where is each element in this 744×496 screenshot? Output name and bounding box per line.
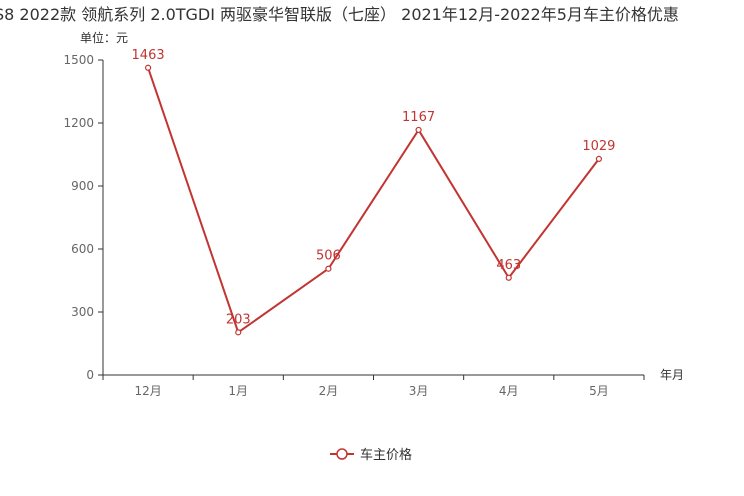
data-label: 1463 (132, 48, 165, 63)
data-point[interactable] (144, 64, 152, 71)
legend-circle-icon (336, 448, 348, 460)
x-tick-label: 4月 (499, 384, 519, 398)
x-tick-label: 1月 (228, 384, 248, 398)
x-tick-label: 2月 (319, 384, 339, 398)
unit-label: 单位：元 (80, 30, 128, 45)
series-line (147, 67, 600, 334)
x-tick-label: 12月 (134, 384, 161, 398)
data-point[interactable] (505, 274, 512, 281)
series-layer: 1463 203 506 1167 463 1029 (132, 48, 615, 336)
x-axis-title: 年月 (660, 368, 684, 382)
data-label: 463 (496, 258, 521, 273)
data-point[interactable] (595, 155, 603, 163)
data-point[interactable] (325, 265, 332, 272)
y-tick-label: 1200 (63, 116, 94, 130)
y-tick-label: 900 (71, 179, 94, 193)
y-tick-label: 0 (86, 368, 94, 382)
data-label: 1029 (582, 139, 615, 154)
legend-label-series: 车主价格 (360, 447, 412, 463)
chart-title: S8 2022款 领航系列 2.0TGDI 两驱豪华智联版（七座） 2021年1… (0, 5, 679, 24)
legend[interactable]: 车主价格 (330, 447, 412, 463)
y-axis: 0 300 600 900 1200 1500 (63, 53, 104, 382)
x-axis: 12月 1月 2月 3月 4月 5月 (102, 374, 645, 398)
data-label: 506 (316, 249, 341, 264)
x-tick-label: 5月 (589, 384, 609, 398)
data-point[interactable] (235, 329, 242, 336)
y-tick-label: 1500 (63, 53, 94, 67)
y-tick-label: 300 (71, 305, 94, 319)
data-point[interactable] (415, 126, 422, 134)
data-label: 203 (226, 312, 251, 327)
x-tick-label: 3月 (409, 384, 429, 398)
y-tick-label: 600 (71, 242, 94, 256)
data-label: 1167 (402, 110, 435, 125)
